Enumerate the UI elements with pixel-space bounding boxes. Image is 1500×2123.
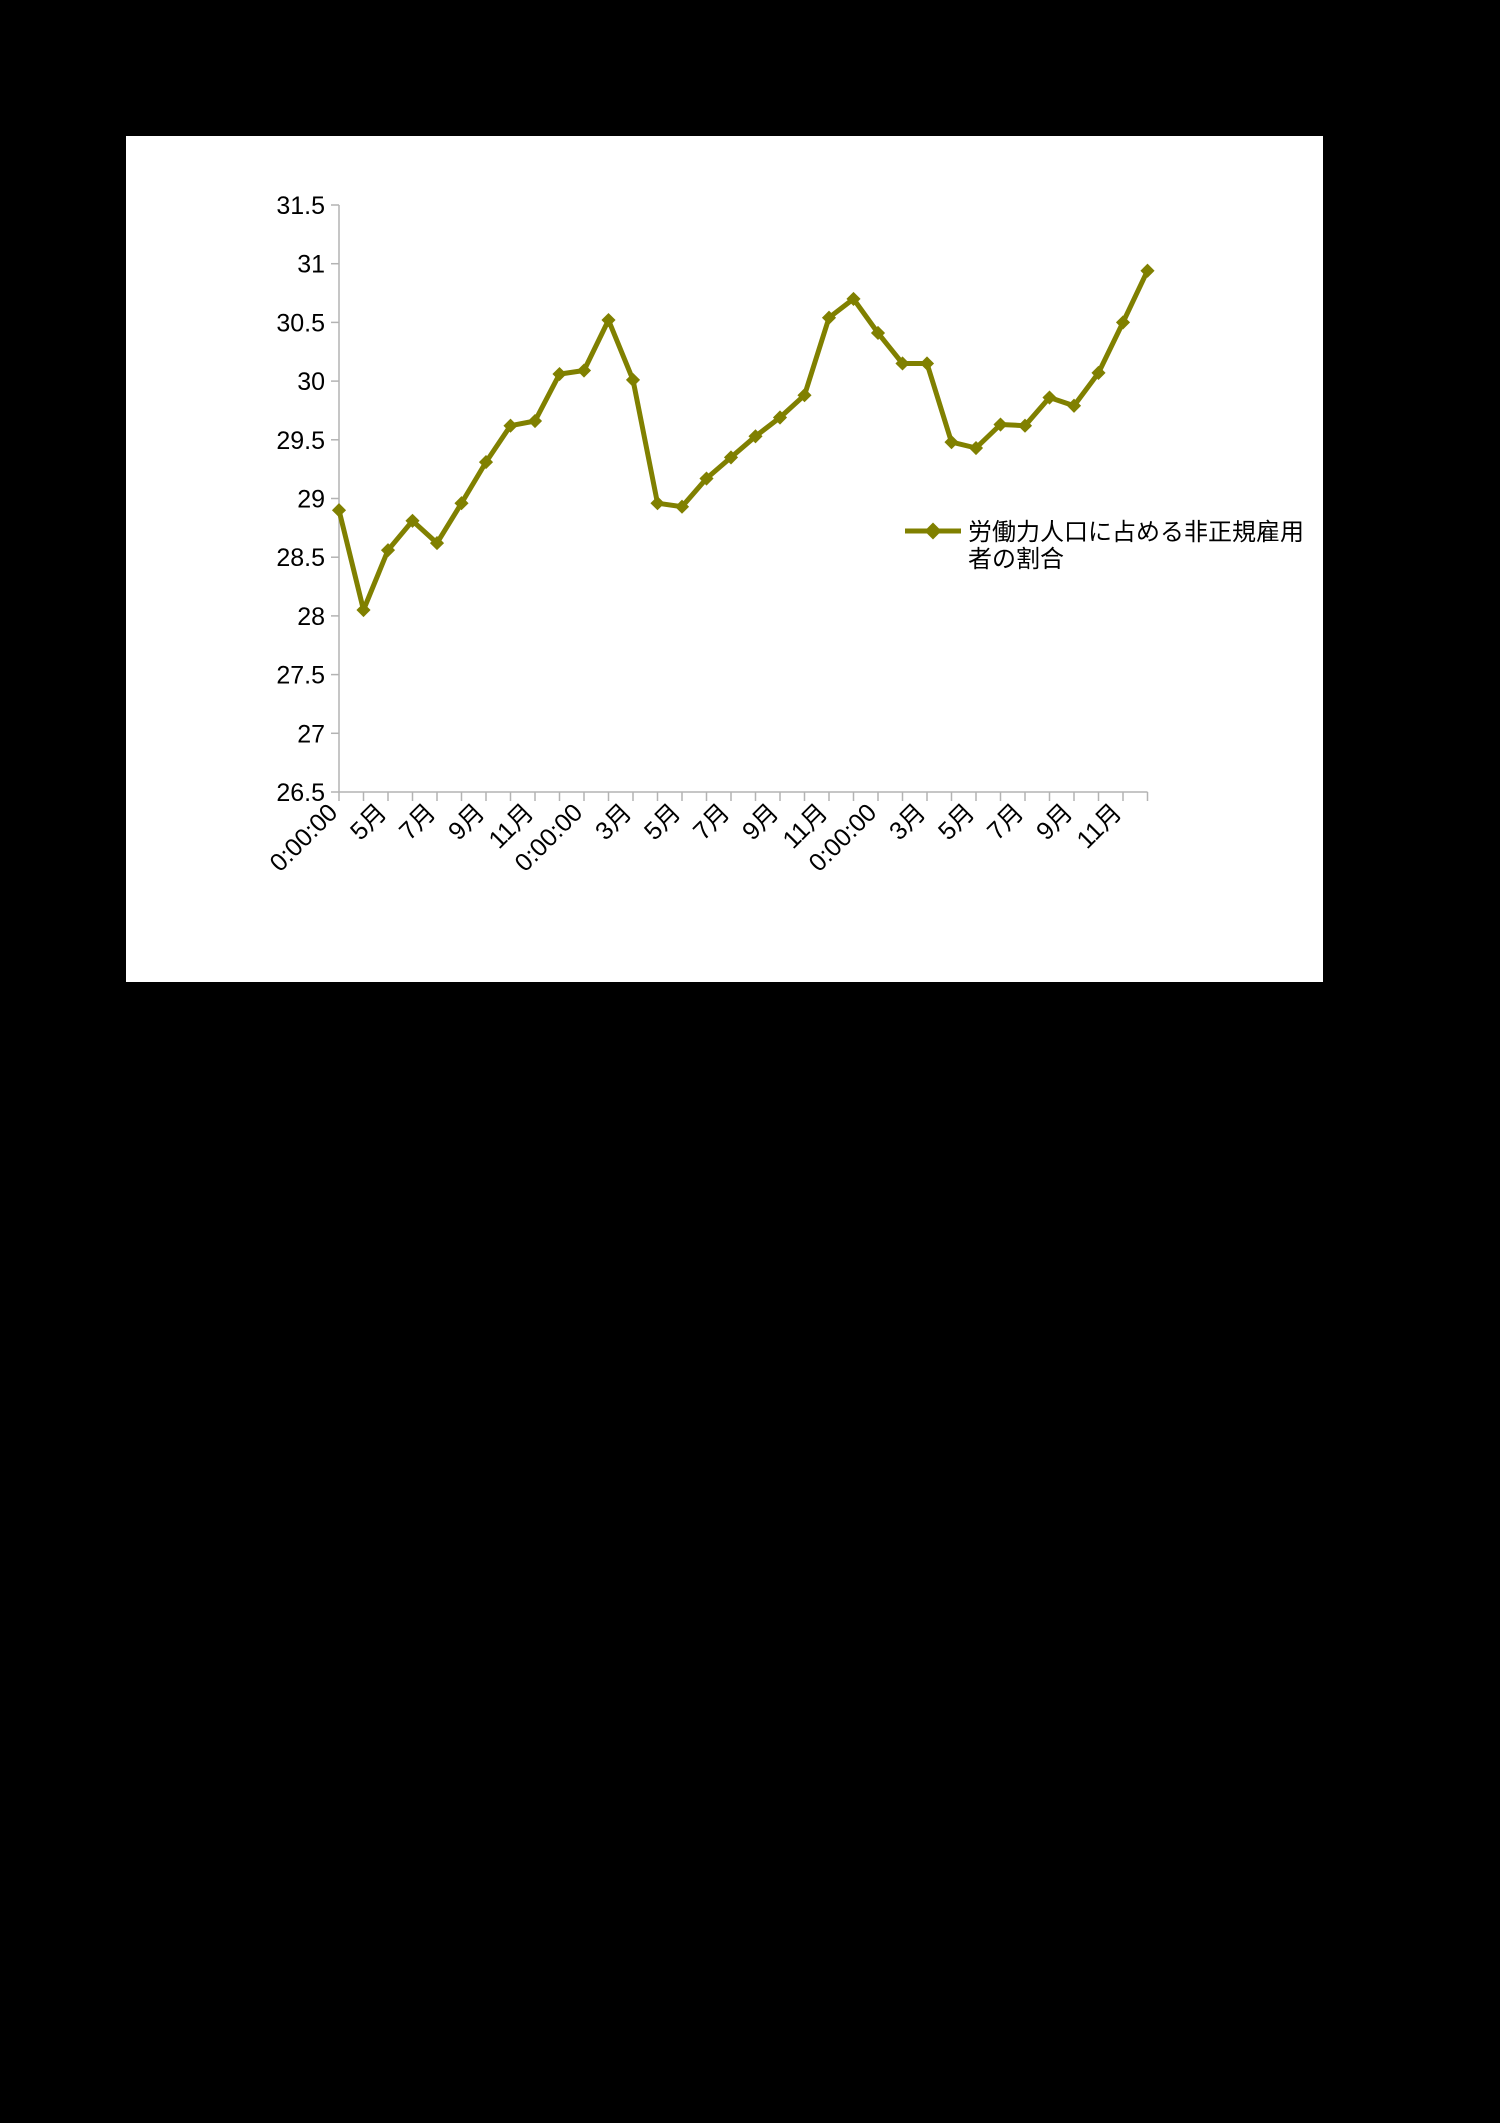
y-tick-label: 28.5	[276, 544, 325, 572]
y-tick-label: 27	[297, 720, 325, 748]
data-point	[552, 366, 567, 382]
y-tick-label: 28	[297, 603, 325, 631]
data-point	[772, 410, 788, 425]
data-point	[674, 499, 690, 514]
legend-marker	[924, 522, 942, 540]
x-tick-label: 5月	[345, 798, 392, 845]
data-point	[919, 356, 935, 371]
data-point	[723, 450, 739, 465]
y-tick-label: 29	[297, 486, 325, 514]
data-point	[944, 435, 959, 450]
data-point	[1091, 365, 1106, 380]
data-point	[1017, 418, 1033, 433]
legend-label-line1: 労働力人口に占める非正規雇用	[968, 518, 1304, 546]
x-tick-label: 7月	[982, 798, 1029, 845]
data-point	[503, 418, 518, 433]
x-tick-label: 9月	[443, 798, 490, 845]
data-point	[576, 363, 592, 378]
x-tick-label: 9月	[737, 798, 784, 845]
y-tick-label: 31	[297, 251, 325, 279]
x-tick-label: 9月	[1031, 798, 1078, 845]
data-point	[454, 496, 469, 511]
data-point	[478, 455, 494, 470]
legend: 労働力人口に占める非正規雇用 者の割合	[905, 518, 1304, 573]
legend-label-line2: 者の割合	[968, 545, 1064, 573]
data-point	[993, 417, 1008, 432]
data-point	[1042, 390, 1057, 405]
data-point	[527, 413, 543, 429]
data-point	[846, 291, 861, 306]
data-point	[1115, 315, 1131, 330]
x-tick-label: 0:00:00	[264, 798, 343, 877]
x-tick-label: 5月	[639, 798, 686, 845]
series-group	[331, 263, 1155, 618]
x-tick-label: 7月	[688, 798, 735, 845]
chart-panel: 26.5 27 27.5 28 28.5 29 29.5 30 30.5 31 31.5 0:00:…	[126, 136, 1323, 982]
data-point	[331, 503, 347, 518]
data-point	[1140, 263, 1155, 278]
y-tick-label: 26.5	[276, 779, 325, 807]
data-point	[699, 471, 714, 486]
x-tick-label: 5月	[933, 798, 980, 845]
data-point	[797, 388, 812, 403]
data-point	[356, 602, 371, 618]
data-point	[601, 312, 616, 328]
y-tick-label: 27.5	[276, 662, 325, 690]
data-point	[968, 440, 984, 456]
data-point	[429, 536, 445, 551]
data-point	[1066, 398, 1082, 413]
data-point	[380, 543, 396, 558]
x-tick-label: 3月	[590, 798, 637, 845]
y-tick-label: 31.5	[276, 192, 325, 220]
x-tick-label: 11月	[1071, 798, 1127, 854]
data-point	[870, 325, 886, 341]
data-point	[748, 429, 763, 444]
data-point	[625, 372, 641, 387]
y-tick-label: 30.5	[276, 309, 325, 337]
line-chart: 26.5 27 27.5 28 28.5 29 29.5 30 30.5 31 31.5 0:00:…	[264, 192, 1304, 877]
y-tick-label: 29.5	[276, 427, 325, 455]
data-point	[405, 513, 420, 528]
series-line	[336, 269, 1150, 613]
data-point	[821, 310, 837, 325]
data-point	[650, 496, 665, 511]
x-tick-label: 3月	[884, 798, 931, 845]
x-tick-label: 7月	[394, 798, 441, 845]
y-tick-label: 30	[297, 368, 325, 396]
y-axis: 26.5 27 27.5 28 28.5 29 29.5 30 30.5 31 31.5	[276, 192, 340, 807]
data-point	[895, 356, 910, 371]
